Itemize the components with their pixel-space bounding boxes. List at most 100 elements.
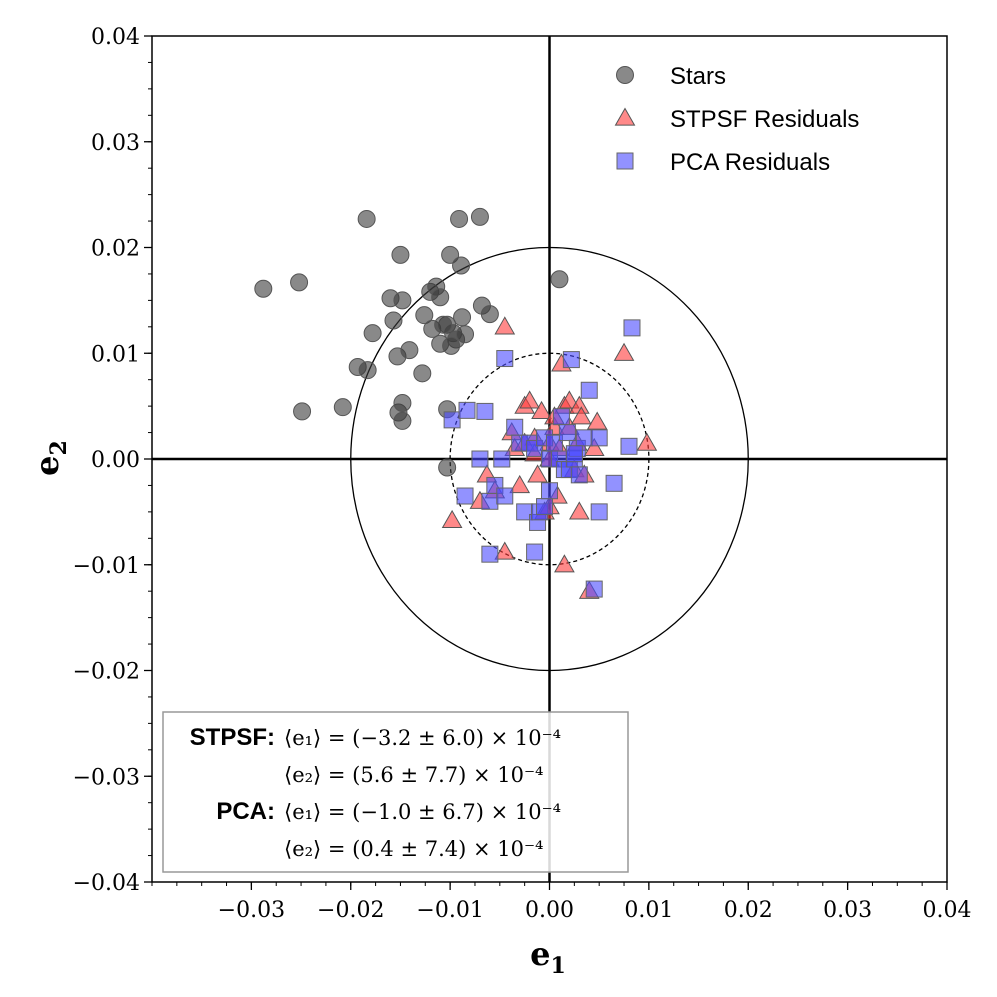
circle-point (400, 341, 419, 360)
triangle-point (494, 541, 516, 560)
circle-point (393, 411, 412, 430)
square-point (570, 466, 588, 484)
triangle-point (613, 342, 635, 361)
stats-box-frame (162, 711, 629, 873)
circle-point (431, 288, 450, 307)
y-tick-label: 0.01 (91, 342, 140, 367)
data-points (254, 207, 658, 599)
series-circle (254, 207, 569, 477)
circle-point (452, 256, 471, 275)
square-point (506, 418, 524, 436)
y-tick-label: 0.02 (91, 237, 140, 262)
legend-square-marker (616, 152, 634, 170)
square-point (456, 487, 474, 505)
triangle-point (519, 390, 540, 409)
square-point (575, 429, 593, 447)
square-point (526, 543, 544, 561)
circle-point (434, 315, 453, 334)
triangle-point (559, 390, 580, 409)
circle-point (393, 291, 412, 310)
circle-point (480, 305, 499, 324)
y-tick-label: 0.03 (91, 131, 140, 156)
x-axis-label: e1 (530, 935, 566, 979)
square-point (590, 503, 608, 521)
triangle-point (570, 406, 592, 425)
square-point (541, 482, 558, 500)
x-tick-label: 0.02 (724, 898, 773, 923)
square-point (458, 401, 476, 419)
square-point (471, 450, 489, 468)
circle-point (456, 325, 475, 344)
stats-box: STPSF: ⟨e₁⟩ = (−3.2 ± 6.0) × 10⁻⁴ ⟨e₂⟩ = (… (162, 711, 629, 873)
triangle-point (531, 400, 552, 420)
y-tick-label: −0.03 (73, 765, 140, 790)
circle-point (363, 324, 382, 343)
square-point (580, 381, 598, 399)
square-point (493, 450, 511, 468)
legend-circle-marker (616, 66, 634, 84)
legend: Stars STPSF Residuals PCA Residuals (614, 63, 859, 176)
circle-point (393, 393, 412, 412)
circle-point (413, 364, 432, 383)
circle-point (470, 207, 489, 226)
circle-point (293, 402, 312, 421)
y-axis-label: e2 (28, 440, 72, 476)
square-point (585, 580, 603, 598)
triangle-point (554, 554, 575, 573)
square-point (605, 474, 623, 492)
stats-equation: ⟨e₁⟩ = (−1.0 ± 6.7) × 10⁻⁴ (284, 800, 561, 824)
triangle-point (583, 437, 605, 457)
square-point (481, 492, 499, 510)
circle-point (358, 361, 377, 380)
stats-equation: ⟨e₁⟩ = (−3.2 ± 6.0) × 10⁻⁴ (284, 726, 561, 750)
circle-point (333, 398, 352, 417)
circle-point (290, 273, 309, 292)
triangle-point (636, 432, 658, 451)
x-tick-label: −0.01 (416, 898, 483, 923)
triangle-point (586, 411, 608, 430)
square-point (496, 487, 514, 505)
stats-method-label: PCA: (216, 798, 275, 825)
legend-label: STPSF Residuals (670, 106, 859, 133)
square-point (443, 411, 461, 429)
stats-equation: ⟨e₂⟩ = (5.6 ± 7.7) × 10⁻⁴ (284, 763, 543, 787)
circle-point (254, 279, 273, 298)
triangle-point (494, 316, 516, 335)
circle-point (442, 336, 461, 355)
x-tick-label: 0.03 (823, 898, 872, 923)
circle-point (384, 311, 403, 330)
circle-point (357, 209, 376, 228)
legend-label: PCA Residuals (670, 149, 830, 176)
square-point (552, 408, 570, 426)
x-tick-label: 0.04 (923, 898, 972, 923)
y-tick-label: −0.01 (73, 554, 140, 579)
circle-point (453, 308, 472, 327)
triangle-point (441, 509, 463, 528)
circle-point (450, 209, 469, 228)
square-point (565, 445, 583, 463)
series-square (443, 319, 641, 598)
square-point (623, 319, 641, 337)
square-point (481, 545, 499, 563)
square-point (562, 351, 580, 369)
y-tick-label: 0.04 (91, 25, 140, 50)
square-point (558, 424, 576, 442)
circle-point (550, 270, 569, 289)
axis-ticks: −0.03 −0.02 −0.01 0.00 0.01 0.02 0.03 0.04 −0.04… (73, 25, 972, 923)
circle-point (391, 245, 410, 264)
square-point (496, 350, 514, 368)
x-tick-label: 0.00 (525, 898, 574, 923)
x-tick-label: −0.02 (317, 898, 384, 923)
x-tick-label: −0.03 (218, 898, 285, 923)
triangle-point (509, 474, 531, 494)
square-point (590, 429, 608, 447)
legend-label: Stars (670, 63, 726, 90)
x-tick-label: 0.01 (624, 898, 673, 923)
stats-equation: ⟨e₂⟩ = (0.4 ± 7.4) × 10⁻⁴ (284, 837, 543, 861)
circle-point (441, 245, 460, 264)
y-tick-label: 0.00 (91, 448, 140, 473)
triangle-point (568, 501, 590, 520)
square-point (620, 437, 638, 455)
stats-method-label: STPSF: (190, 724, 275, 751)
